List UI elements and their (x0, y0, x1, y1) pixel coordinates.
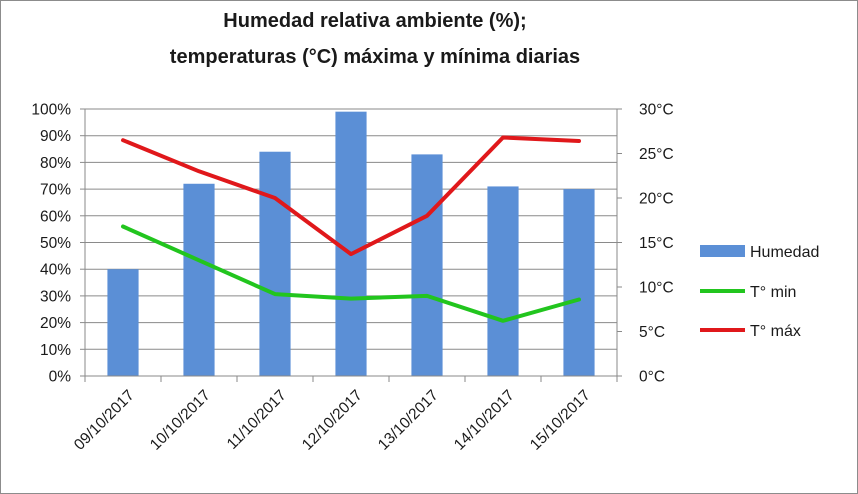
y-right-tick-label: 30°C (639, 102, 674, 119)
y-left-tick-label: 60% (40, 208, 71, 225)
x-tick-label: 13/10/2017 (375, 387, 442, 454)
bar-humedad (563, 189, 595, 376)
y-left-tick-label: 90% (40, 128, 71, 145)
y-right-tick-label: 0°C (639, 369, 665, 386)
x-tick-label: 12/10/2017 (299, 387, 366, 454)
chart-title-line-2: temperaturas (°C) máxima y mínima diaria… (170, 46, 580, 68)
y-left-tick-label: 80% (40, 155, 71, 172)
y-left-tick-label: 20% (40, 315, 71, 332)
legend-label: T° min (750, 284, 796, 301)
y-left-tick-label: 10% (40, 342, 71, 359)
y-left-tick-label: 0% (49, 369, 72, 386)
y-right-tick-label: 20°C (639, 191, 674, 208)
bar-humedad (335, 111, 367, 377)
axes (80, 108, 622, 382)
y-right-tick-label: 10°C (639, 280, 674, 297)
bar-humedad (487, 186, 519, 376)
legend-label: T° máx (750, 323, 801, 340)
y-left-ticks: 0% 10% 20% 30% 40% 50% 60% 70% 80% 90% 100% (31, 102, 71, 386)
y-left-tick-label: 30% (40, 288, 71, 305)
x-tick-label: 14/10/2017 (451, 387, 518, 454)
x-tick-label: 09/10/2017 (71, 387, 138, 454)
y-left-tick-label: 50% (40, 235, 71, 252)
x-tick-label: 15/10/2017 (527, 387, 594, 454)
legend: Humedad T° min T° máx (700, 244, 819, 340)
legend-label: Humedad (750, 244, 819, 261)
y-right-tick-label: 5°C (639, 324, 665, 341)
y-right-tick-label: 15°C (639, 235, 674, 252)
line-series (121, 135, 581, 323)
y-left-tick-label: 70% (40, 182, 71, 199)
y-right-ticks: 0°C 5°C 10°C 15°C 20°C 25°C 30°C (639, 102, 674, 386)
y-right-tick-label: 25°C (639, 146, 674, 163)
y-left-tick-label: 100% (31, 102, 71, 119)
x-ticks: 09/10/2017 10/10/2017 11/10/2017 12/10/2017… (71, 387, 594, 454)
bar-humedad (107, 269, 139, 376)
bar-humedad (259, 151, 291, 376)
bar-humedad (411, 154, 443, 376)
chart-title-line-1: Humedad relativa ambiente (%); (223, 10, 526, 32)
bar-humedad (183, 183, 215, 376)
bar-series (107, 111, 595, 377)
legend-swatch-humedad (700, 245, 745, 257)
y-left-tick-label: 40% (40, 262, 71, 279)
x-tick-label: 10/10/2017 (147, 387, 214, 454)
x-tick-label: 11/10/2017 (224, 387, 290, 453)
